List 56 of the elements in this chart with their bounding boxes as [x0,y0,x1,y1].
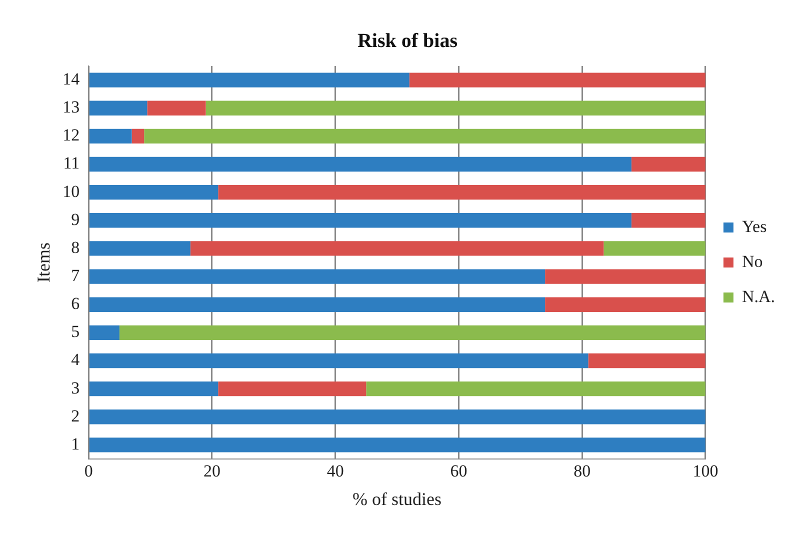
x-tick-label: 100 [692,462,718,481]
bar [89,438,706,452]
x-axis-title: % of studies [352,488,442,509]
x-tick-label: 80 [574,462,591,481]
bar [631,213,706,228]
bar [132,128,144,144]
y-tick-label: 7 [71,266,80,286]
chart-title: Risk of bias [357,30,458,52]
bar [89,100,148,116]
bar [409,72,706,88]
bar [89,297,546,312]
y-tick-label: 1 [71,434,80,454]
legend-label: No [742,252,763,271]
bar [604,241,706,256]
bar [366,381,706,396]
bar [89,325,120,340]
x-tick-label: 0 [84,462,93,481]
bar [218,184,706,200]
bar [89,72,410,88]
bar [588,353,706,368]
bar [89,241,190,256]
y-tick-label: 11 [63,154,80,173]
y-tick-label: 14 [62,70,80,89]
bar [144,128,706,144]
bar [89,269,546,284]
y-tick-label: 8 [71,238,80,257]
y-tick-label: 3 [71,378,80,398]
bar [119,325,706,340]
legend-label: N.A. [742,286,776,306]
bar [147,100,206,116]
y-tick-label: 2 [71,406,80,426]
bar [89,184,218,200]
bar [206,100,706,116]
x-tick-label: 20 [203,462,220,481]
x-tick-label: 60 [450,462,468,481]
bar [89,410,706,424]
legend-label: Yes [742,216,767,236]
y-tick-label: 12 [62,126,80,145]
bar [89,213,632,228]
bar [89,128,132,144]
y-tick-label: 13 [62,98,80,117]
bar [631,156,706,172]
y-tick-label: 5 [71,322,80,342]
bar [545,297,706,312]
bar [218,381,366,396]
y-tick-label: 9 [71,210,80,229]
bar [190,241,604,256]
bar [89,381,218,396]
bar [545,269,706,284]
bar [89,353,588,368]
y-tick-label: 6 [71,294,80,314]
y-tick-label: 4 [71,350,80,370]
bar [89,156,632,172]
y-tick-label: 10 [62,182,80,201]
x-tick-label: 40 [326,462,344,481]
y-axis-title: Items [34,242,54,282]
